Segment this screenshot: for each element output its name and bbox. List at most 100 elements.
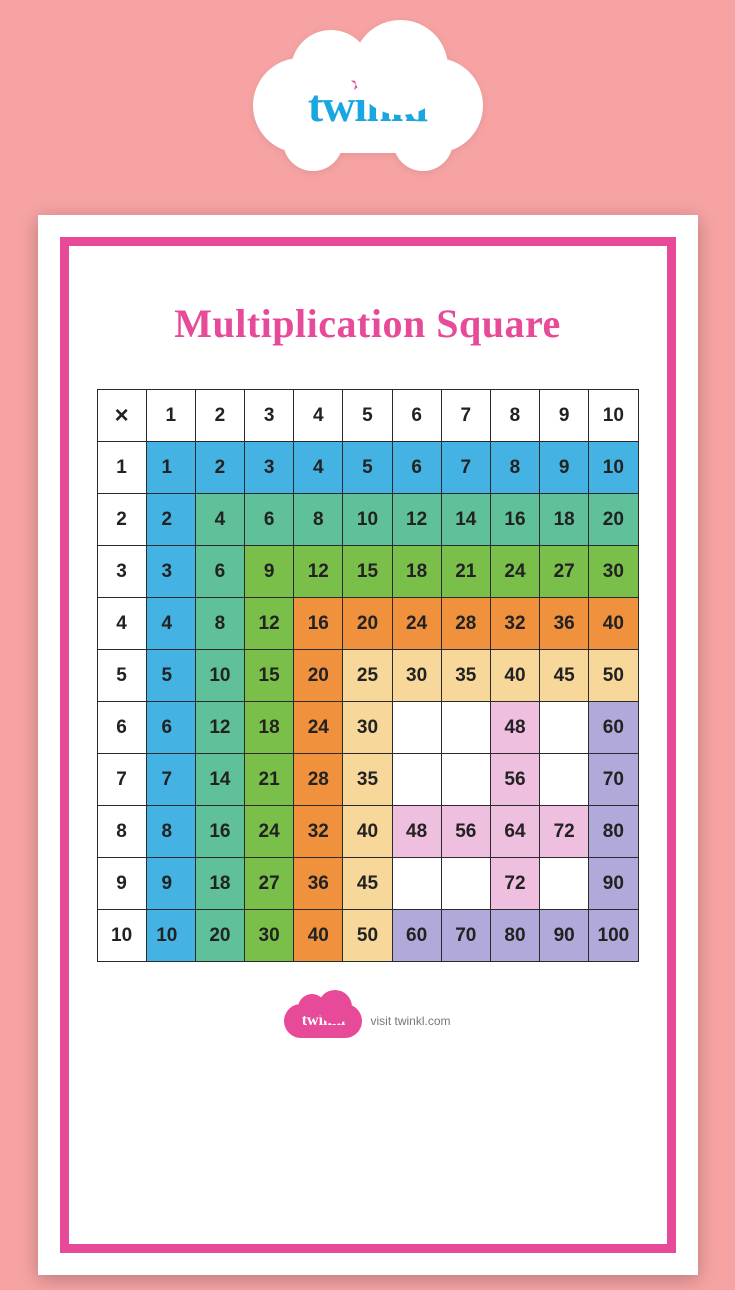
table-cell: 3: [146, 546, 195, 598]
col-header: 10: [589, 390, 638, 442]
col-header: 8: [490, 390, 539, 442]
table-cell: 15: [245, 650, 294, 702]
table-cell: 8: [490, 442, 539, 494]
table-cell-blank: [540, 702, 589, 754]
table-cell: 20: [589, 494, 638, 546]
col-header: 9: [540, 390, 589, 442]
table-cell: 40: [589, 598, 638, 650]
col-header: 6: [392, 390, 441, 442]
table-cell: 56: [441, 806, 490, 858]
table-cell: 16: [294, 598, 343, 650]
table-cell: 70: [441, 910, 490, 962]
table-cell-blank: [540, 754, 589, 806]
table-cell: 8: [146, 806, 195, 858]
brand-logo: twı★nkl: [238, 40, 498, 170]
table-cell: 30: [245, 910, 294, 962]
table-cell: 20: [294, 650, 343, 702]
table-cell: 80: [589, 806, 638, 858]
table-cell: 70: [589, 754, 638, 806]
table-cell: 21: [441, 546, 490, 598]
table-cell: 6: [392, 442, 441, 494]
footer-badge-text: twinkl: [302, 1012, 346, 1030]
table-cell: 40: [490, 650, 539, 702]
table-cell: 60: [589, 702, 638, 754]
row-header: 2: [97, 494, 146, 546]
table-cell: 20: [343, 598, 392, 650]
table-cell: 30: [589, 546, 638, 598]
table-cell: 4: [294, 442, 343, 494]
table-cell: 14: [195, 754, 244, 806]
row-header: 5: [97, 650, 146, 702]
table-cell: 2: [195, 442, 244, 494]
footer-visit-text: visit twinkl.com: [370, 1014, 450, 1028]
table-cell: 90: [540, 910, 589, 962]
table-cell: 3: [245, 442, 294, 494]
table-cell: 8: [294, 494, 343, 546]
table-cell: 18: [540, 494, 589, 546]
table-cell: 10: [343, 494, 392, 546]
table-cell: 50: [343, 910, 392, 962]
table-cell: 30: [343, 702, 392, 754]
table-cell: 18: [245, 702, 294, 754]
table-cell: 8: [195, 598, 244, 650]
table-cell: 90: [589, 858, 638, 910]
table-cell-blank: [441, 754, 490, 806]
table-cell-blank: [540, 858, 589, 910]
table-cell: 24: [490, 546, 539, 598]
table-cell: 5: [146, 650, 195, 702]
row-header: 3: [97, 546, 146, 598]
table-cell: 7: [441, 442, 490, 494]
col-header: 2: [195, 390, 244, 442]
table-cell-blank: [441, 702, 490, 754]
table-cell: 18: [392, 546, 441, 598]
row-header: 9: [97, 858, 146, 910]
worksheet-frame: Multiplication Square ×12345678910112345…: [60, 237, 676, 1253]
table-cell: 24: [245, 806, 294, 858]
footer-badge: twinkl visit twinkl.com: [284, 1004, 450, 1038]
table-cell: 6: [146, 702, 195, 754]
table-cell: 16: [490, 494, 539, 546]
col-header: 7: [441, 390, 490, 442]
table-cell: 48: [490, 702, 539, 754]
table-cell-blank: [392, 754, 441, 806]
table-cell: 30: [392, 650, 441, 702]
row-header: 8: [97, 806, 146, 858]
table-cell: 32: [490, 598, 539, 650]
table-cell: 12: [294, 546, 343, 598]
col-header: 3: [245, 390, 294, 442]
table-cell: 9: [540, 442, 589, 494]
row-header: 4: [97, 598, 146, 650]
table-cell: 28: [294, 754, 343, 806]
table-cell: 56: [490, 754, 539, 806]
table-cell: 4: [195, 494, 244, 546]
table-cell: 7: [146, 754, 195, 806]
table-cell: 100: [589, 910, 638, 962]
table-cell: 25: [343, 650, 392, 702]
table-cell-blank: [392, 702, 441, 754]
table-cell: 12: [245, 598, 294, 650]
table-cell: 60: [392, 910, 441, 962]
table-cell: 24: [294, 702, 343, 754]
table-cell: 35: [441, 650, 490, 702]
table-cell: 36: [294, 858, 343, 910]
table-cell: 50: [589, 650, 638, 702]
table-cell-blank: [392, 858, 441, 910]
table-cell: 12: [195, 702, 244, 754]
table-cell: 27: [540, 546, 589, 598]
table-cell: 45: [540, 650, 589, 702]
row-header: 10: [97, 910, 146, 962]
table-cell: 1: [146, 442, 195, 494]
table-cell: 10: [146, 910, 195, 962]
table-cell: 32: [294, 806, 343, 858]
table-cell: 20: [195, 910, 244, 962]
table-cell: 24: [392, 598, 441, 650]
table-cell: 6: [245, 494, 294, 546]
table-cell: 10: [195, 650, 244, 702]
table-cell: 18: [195, 858, 244, 910]
table-cell: 40: [294, 910, 343, 962]
table-cell: 27: [245, 858, 294, 910]
table-corner: ×: [97, 390, 146, 442]
multiplication-table: ×123456789101123456789102246810121416182…: [97, 389, 639, 962]
footer-cloud-icon: twinkl: [284, 1004, 362, 1038]
table-cell: 21: [245, 754, 294, 806]
